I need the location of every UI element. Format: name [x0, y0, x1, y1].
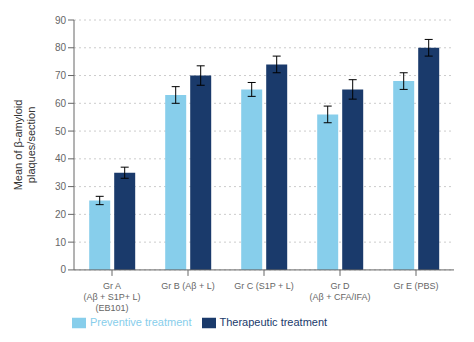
svg-text:20: 20	[55, 209, 67, 220]
svg-text:Gr C (S1P + L): Gr C (S1P + L)	[234, 281, 294, 291]
svg-text:40: 40	[55, 153, 67, 164]
svg-text:80: 80	[55, 42, 67, 53]
svg-text:30: 30	[55, 181, 67, 192]
svg-text:Gr B (Aβ + L): Gr B (Aβ + L)	[161, 281, 214, 291]
svg-text:60: 60	[55, 98, 67, 109]
svg-text:Gr A(Aβ + S1P+ L)(EB101): Gr A(Aβ + S1P+ L)(EB101)	[83, 281, 140, 313]
svg-text:Mean of β-amyloidplaques/secti: Mean of β-amyloidplaques/section	[12, 100, 37, 191]
html-text:Preventive treatment: Preventive treatment	[90, 315, 192, 328]
svg-text:Gr E (PBS): Gr E (PBS)	[393, 281, 438, 291]
svg-text:90: 90	[55, 15, 67, 26]
svg-text:70: 70	[55, 70, 67, 81]
svg-text:10: 10	[55, 237, 67, 248]
svg-text:0: 0	[60, 264, 66, 275]
svg-text:Gr D(Aβ + CFA/IFA): Gr D(Aβ + CFA/IFA)	[310, 281, 371, 302]
svg-text:50: 50	[55, 126, 67, 137]
html-text:Therapeutic treatment: Therapeutic treatment	[219, 315, 328, 328]
